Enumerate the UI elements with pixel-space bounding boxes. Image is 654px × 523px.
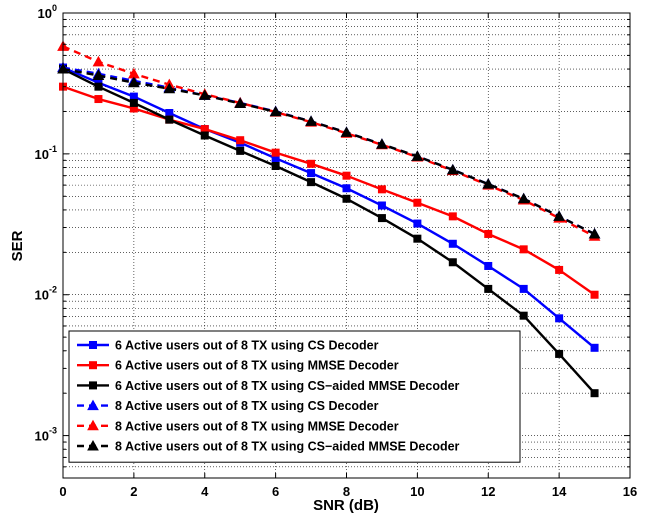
data-point	[165, 109, 174, 118]
legend-label: 6 Active users out of 8 TX using CS−aide…	[115, 379, 460, 393]
data-point	[413, 219, 422, 228]
x-tick-label: 16	[623, 484, 637, 499]
data-point	[484, 261, 493, 270]
y-tick-label: 10-3	[35, 426, 57, 444]
legend-item: 8 Active users out of 8 TX using CS Deco…	[77, 399, 379, 413]
data-point	[271, 162, 280, 171]
data-point	[590, 343, 599, 352]
data-point	[129, 98, 138, 107]
data-point	[307, 169, 316, 178]
axis-ticks: 0 2 4 6 8 10 12 14 16 100 10-1 10-2 10-3	[35, 3, 638, 499]
data-point	[342, 184, 351, 193]
legend-label: 6 Active users out of 8 TX using MMSE De…	[115, 359, 399, 373]
data-point	[307, 159, 316, 168]
data-point	[340, 126, 353, 137]
y-tick-label: 100	[38, 3, 57, 21]
data-point	[307, 178, 316, 187]
x-tick-label: 2	[130, 484, 137, 499]
x-tick-label: 4	[201, 484, 209, 499]
legend-item: 8 Active users out of 8 TX using MMSE De…	[77, 419, 399, 433]
data-point	[376, 138, 388, 149]
x-tick-label: 10	[410, 484, 424, 499]
legend-box	[68, 330, 521, 463]
data-point	[519, 284, 528, 293]
legend-item: 8 Active users out of 8 TX using CS−aide…	[77, 440, 460, 454]
data-point	[411, 150, 424, 161]
data-point	[377, 214, 386, 223]
data-point	[555, 265, 564, 274]
data-point	[555, 314, 564, 323]
data-point	[269, 105, 282, 117]
series-line	[62, 67, 596, 236]
data-point	[165, 115, 174, 124]
data-point	[342, 194, 351, 203]
series-line	[62, 45, 596, 238]
data-point	[163, 82, 176, 94]
data-point	[590, 389, 599, 398]
data-point	[519, 311, 528, 320]
data-point	[448, 212, 457, 221]
data-point	[94, 82, 103, 91]
data-point	[92, 55, 105, 67]
x-axis-label: SNR (dB)	[313, 497, 379, 514]
data-point	[413, 198, 422, 207]
data-point	[200, 131, 209, 140]
data-point	[92, 69, 105, 81]
data-point	[517, 192, 530, 204]
legend-label: 8 Active users out of 8 TX using MMSE De…	[115, 419, 399, 433]
legend-label: 8 Active users out of 8 TX using CS Deco…	[115, 399, 379, 413]
data-point	[87, 399, 99, 411]
x-tick-label: 12	[481, 484, 495, 499]
x-tick-label: 0	[59, 484, 66, 499]
data-point	[482, 178, 495, 189]
series-6	[57, 63, 601, 239]
data-point	[87, 419, 99, 431]
data-point	[553, 210, 565, 221]
data-point	[89, 381, 97, 390]
data-point	[87, 439, 99, 451]
data-point	[446, 163, 459, 175]
data-point	[448, 239, 457, 248]
data-point	[89, 341, 97, 349]
legend-item: 6 Active users out of 8 TX using CS−aide…	[77, 379, 460, 393]
data-point	[198, 89, 211, 100]
x-tick-label: 14	[552, 484, 567, 499]
data-point	[519, 245, 528, 254]
data-point	[484, 284, 493, 293]
legend-item: 6 Active users out of 8 TX using MMSE De…	[77, 359, 399, 373]
data-point	[588, 227, 601, 239]
legend: 6 Active users out of 8 TX using CS Deco…	[68, 330, 521, 463]
data-point	[305, 115, 317, 126]
data-point	[377, 201, 386, 210]
data-point	[89, 361, 97, 370]
data-point	[448, 258, 457, 267]
series-2	[59, 82, 599, 299]
data-point	[236, 146, 245, 155]
data-point	[555, 349, 564, 358]
legend-item: 6 Active users out of 8 TX using CS Deco…	[77, 339, 379, 353]
x-tick-label: 8	[343, 484, 350, 499]
data-point	[94, 95, 103, 104]
data-point	[234, 97, 247, 108]
data-point	[342, 171, 351, 180]
series-line	[62, 66, 596, 349]
data-point	[271, 148, 280, 157]
y-tick-label: 10-1	[35, 144, 57, 162]
data-point	[484, 229, 493, 238]
data-point	[236, 136, 245, 145]
y-tick-label: 10-2	[35, 285, 57, 303]
series-group	[57, 40, 601, 398]
x-tick-label: 6	[272, 484, 279, 499]
data-point	[377, 185, 386, 194]
legend-label: 6 Active users out of 8 TX using CS Deco…	[115, 339, 379, 353]
y-axis-label: SER	[9, 230, 26, 261]
data-point	[590, 290, 599, 299]
series-line	[62, 85, 596, 296]
series-line	[62, 67, 596, 394]
legend-label: 8 Active users out of 8 TX using CS−aide…	[115, 440, 460, 454]
data-point	[413, 234, 422, 243]
data-point	[128, 76, 140, 88]
